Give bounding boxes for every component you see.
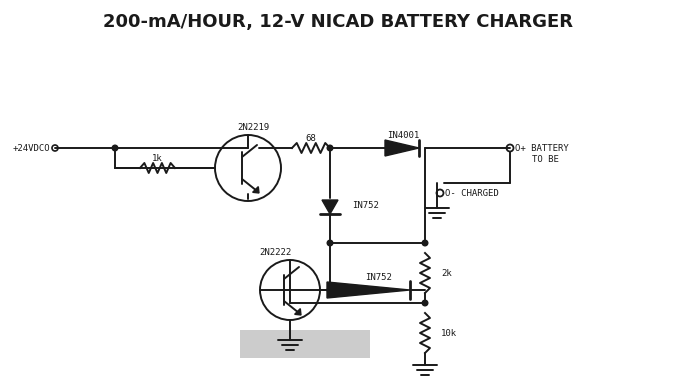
Text: 200-mA/HOUR, 12-V NICAD BATTERY CHARGER: 200-mA/HOUR, 12-V NICAD BATTERY CHARGER bbox=[103, 13, 573, 31]
Text: +24VDCO: +24VDCO bbox=[12, 144, 50, 152]
Polygon shape bbox=[253, 187, 259, 193]
Text: 2k: 2k bbox=[441, 268, 452, 277]
Text: IN4001: IN4001 bbox=[387, 130, 419, 140]
Polygon shape bbox=[322, 200, 338, 214]
Text: 68: 68 bbox=[306, 133, 316, 142]
Circle shape bbox=[327, 145, 333, 151]
Text: TO BE: TO BE bbox=[532, 154, 559, 163]
Text: 2N2219: 2N2219 bbox=[237, 123, 269, 131]
Text: 10k: 10k bbox=[441, 328, 457, 338]
Circle shape bbox=[422, 240, 428, 246]
Circle shape bbox=[112, 145, 118, 151]
Circle shape bbox=[327, 287, 333, 293]
Circle shape bbox=[422, 300, 428, 306]
Polygon shape bbox=[385, 140, 419, 156]
Text: IN752: IN752 bbox=[352, 200, 379, 210]
Text: 1k: 1k bbox=[152, 154, 163, 163]
Text: 2N2222: 2N2222 bbox=[259, 247, 291, 256]
Bar bbox=[240, 330, 370, 358]
Text: IN752: IN752 bbox=[366, 273, 393, 282]
Text: O- CHARGED: O- CHARGED bbox=[445, 189, 499, 198]
Text: O+ BATTERY: O+ BATTERY bbox=[515, 144, 569, 152]
Circle shape bbox=[327, 240, 333, 246]
Polygon shape bbox=[295, 308, 301, 315]
Polygon shape bbox=[327, 282, 410, 298]
